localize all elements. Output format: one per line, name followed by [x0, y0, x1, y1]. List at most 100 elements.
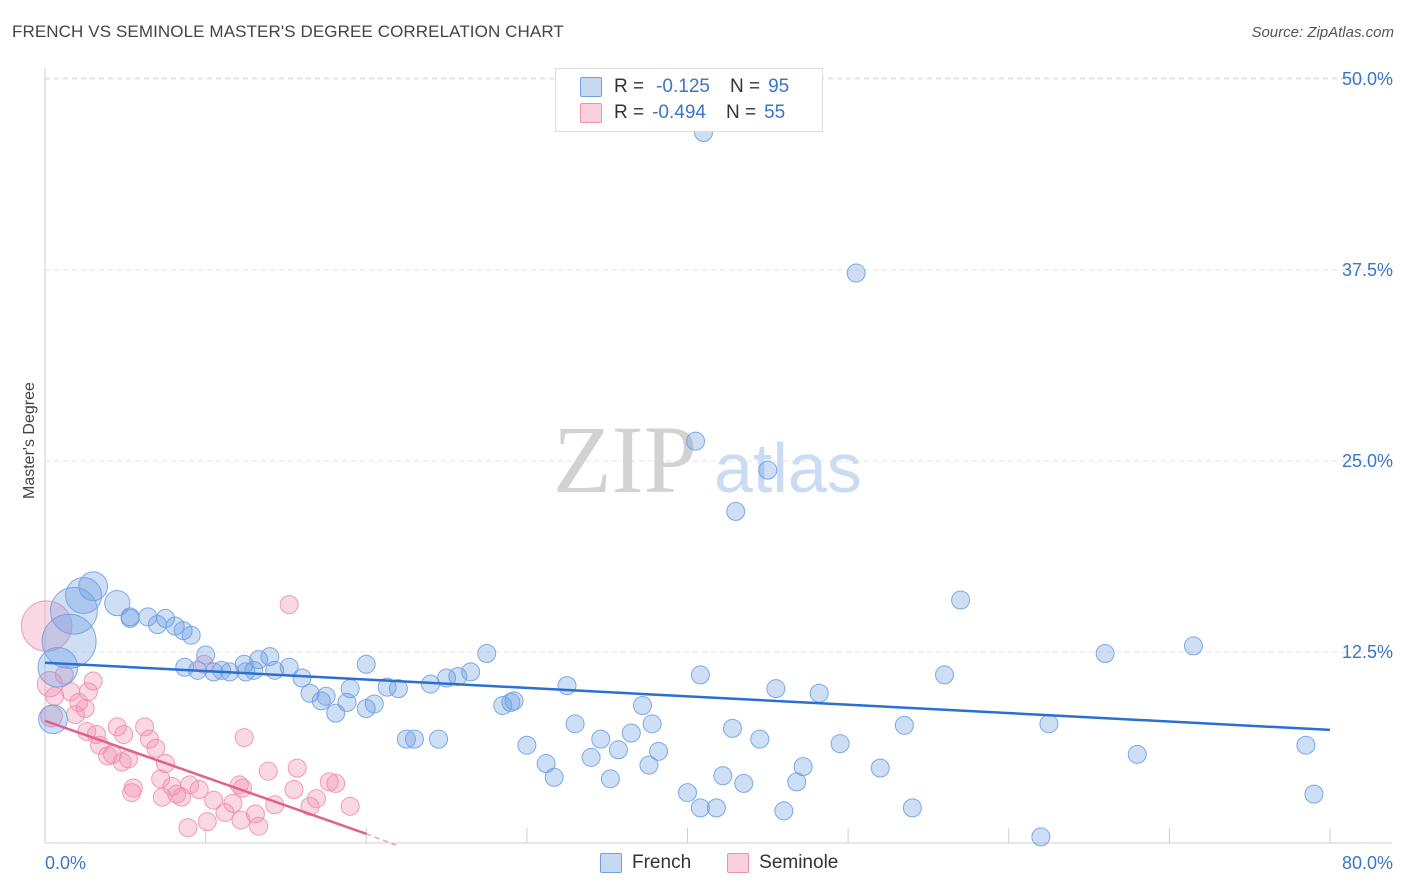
- french-point: [104, 590, 131, 617]
- french-point: [517, 735, 537, 755]
- watermark-atlas: atlas: [714, 429, 862, 507]
- french-trend-line: [44, 661, 1331, 732]
- seminole-point: [189, 780, 209, 800]
- french-point: [147, 614, 167, 634]
- french-n-label: N =: [729, 76, 761, 97]
- french-point: [404, 729, 424, 749]
- french-point: [311, 691, 331, 711]
- french-r-value: -0.125: [656, 76, 710, 97]
- french-point: [396, 729, 416, 749]
- seminole-point: [287, 758, 307, 778]
- french-point: [356, 654, 376, 674]
- seminole-trend-extension: [365, 833, 399, 847]
- french-point: [809, 683, 829, 703]
- french-n-value: 95: [768, 76, 790, 97]
- french-point: [713, 766, 733, 786]
- seminole-point: [78, 682, 98, 702]
- x-tick-label-max: 80.0%: [1342, 853, 1393, 873]
- seminole-point: [234, 728, 254, 748]
- seminole-point: [326, 773, 346, 793]
- axes: [44, 68, 1392, 844]
- seminole-legend-label: Seminole: [759, 852, 839, 873]
- french-point: [504, 691, 524, 711]
- french-point: [181, 625, 201, 645]
- french-point: [722, 718, 742, 738]
- french-point: [758, 460, 778, 480]
- french-point: [649, 741, 669, 761]
- seminole-r-value: -0.494: [652, 102, 706, 123]
- french-point: [639, 755, 659, 775]
- french-point: [377, 677, 397, 697]
- y-tick-label: 37.5%: [1342, 260, 1393, 280]
- legend-row-seminole: R = -0.494 N = 55: [580, 100, 785, 126]
- french-point: [774, 801, 794, 821]
- x-tick-label-min: 0.0%: [45, 853, 86, 873]
- french-point: [1127, 744, 1147, 764]
- french-point: [196, 645, 216, 665]
- french-point: [726, 501, 746, 521]
- french-point: [766, 679, 786, 699]
- french-swatch: [580, 77, 602, 97]
- french-point: [65, 576, 103, 614]
- y-tick-label: 12.5%: [1342, 642, 1393, 662]
- french-point: [951, 590, 971, 610]
- seminole-n-label: N =: [725, 102, 757, 123]
- seminole-point: [231, 810, 251, 830]
- french-point: [557, 676, 577, 696]
- french-point: [642, 714, 662, 734]
- french-point: [356, 699, 376, 719]
- french-point: [37, 646, 79, 688]
- seminole-point: [245, 804, 265, 824]
- french-point: [501, 692, 521, 712]
- trend-lines: [44, 661, 1331, 847]
- french-point: [544, 767, 564, 787]
- seminole-point: [114, 725, 134, 745]
- seminole-point: [139, 729, 159, 749]
- series-legend: French Seminole: [600, 852, 874, 874]
- french-point: [41, 613, 97, 669]
- french-point: [793, 757, 813, 777]
- seminole-point: [258, 761, 278, 781]
- y-tick-label: 25.0%: [1342, 451, 1393, 471]
- grid-lines: [45, 77, 1392, 653]
- legend-item-seminole[interactable]: Seminole: [727, 852, 838, 874]
- seminole-swatch: [580, 103, 602, 123]
- french-point: [78, 571, 109, 602]
- seminole-point: [279, 595, 299, 615]
- french-point: [1183, 636, 1203, 656]
- seminole-point: [204, 790, 224, 810]
- french-point: [249, 650, 269, 670]
- legend-item-french[interactable]: French: [600, 852, 691, 874]
- french-point: [600, 769, 620, 789]
- french-point: [830, 734, 850, 754]
- french-point: [477, 644, 497, 664]
- watermark-zip: ZIP: [553, 406, 697, 513]
- french-point: [678, 783, 697, 803]
- french-point: [337, 692, 357, 712]
- seminole-point: [284, 780, 304, 800]
- legend-row-french: R = -0.125 N = 95: [580, 74, 789, 100]
- french-point: [565, 714, 585, 734]
- french-legend-swatch: [600, 853, 622, 873]
- french-point: [734, 773, 754, 793]
- seminole-point: [249, 816, 269, 836]
- french-point: [581, 747, 601, 767]
- seminole-point: [135, 717, 155, 737]
- french-point: [686, 431, 706, 451]
- french-point: [300, 683, 320, 703]
- french-point: [750, 729, 770, 749]
- seminole-point: [75, 699, 95, 719]
- y-tick-label: 50.0%: [1342, 69, 1393, 89]
- french-point: [1039, 714, 1059, 734]
- tick-labels: 12.5% 25.0% 37.5% 50.0% 0.0% 80.0%: [45, 69, 1393, 873]
- french-r-label: R =: [614, 76, 645, 97]
- french-point: [870, 758, 890, 778]
- seminole-point: [122, 783, 142, 803]
- seminole-point: [178, 818, 198, 838]
- seminole-point: [107, 717, 127, 737]
- french-legend-label: French: [632, 852, 692, 873]
- seminole-point: [180, 775, 200, 795]
- seminole-n-value: 55: [764, 102, 786, 123]
- seminole-point: [197, 812, 217, 832]
- seminole-point: [146, 738, 166, 758]
